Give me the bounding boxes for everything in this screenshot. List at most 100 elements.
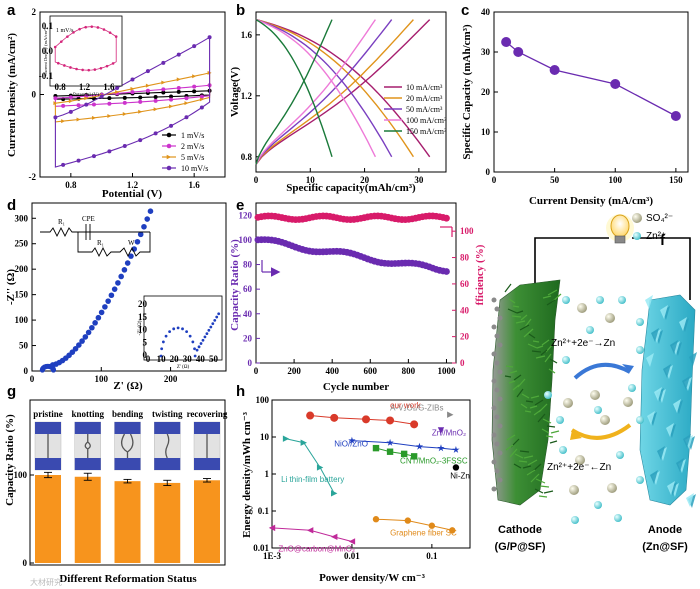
ragone-point	[415, 442, 424, 450]
cathode-fiber	[519, 450, 530, 453]
cathode-current-collector	[494, 306, 500, 312]
cv-marker	[145, 83, 150, 88]
cv-marker	[107, 149, 112, 154]
y-tick-label-right: 20	[460, 332, 470, 342]
legend-marker	[166, 154, 172, 160]
rate-point	[513, 47, 524, 57]
inset-marker	[99, 66, 103, 70]
inset-nyquist-point	[193, 347, 196, 351]
cathode-label: Cathode	[498, 524, 542, 536]
series-annotation: Graphene fiber SC	[390, 528, 457, 537]
anode-zinc-flake	[681, 318, 689, 332]
cv-marker	[184, 101, 189, 106]
cathode-fiber	[549, 440, 558, 444]
cv-marker	[176, 77, 181, 82]
cv-marker	[122, 144, 127, 149]
x-axis-title: Current Density (mA/cm³)	[529, 195, 653, 207]
cathode-fiber	[545, 435, 554, 438]
ragone-point	[386, 448, 394, 455]
cv-marker	[199, 94, 204, 99]
nyquist-point	[128, 253, 134, 259]
inset-nyquist-point	[201, 338, 205, 342]
cv-marker	[107, 114, 112, 119]
so4-ion	[563, 398, 573, 408]
ragone-point	[452, 446, 460, 453]
circuit-label-r1: R₁	[58, 218, 65, 226]
x-tick-label: 0	[492, 175, 497, 185]
inset-nyquist-point	[164, 334, 168, 338]
cv-marker	[107, 96, 112, 101]
nyquist-point	[105, 298, 111, 304]
y-tick-label-right: 0	[460, 358, 465, 368]
cathode-fiber	[526, 469, 536, 476]
x-tick-label: 30	[414, 175, 424, 185]
cv-marker	[91, 154, 96, 159]
rate-point	[610, 79, 621, 89]
inset-nyquist-point	[217, 312, 221, 316]
y-tick-label: 0	[32, 90, 37, 100]
zn-ion	[594, 406, 602, 414]
inset-y-title: -Z'' (Ω)	[138, 320, 143, 335]
inset-y-tick: 15	[138, 312, 148, 322]
cv-curve-10mVs	[54, 36, 211, 168]
y-tick-label-right: 60	[460, 279, 470, 289]
discharge-curve	[255, 18, 333, 158]
cathode-fiber	[542, 295, 552, 299]
nyquist-point	[95, 314, 102, 321]
legend-label: 1 mV/s	[181, 131, 204, 140]
cv-marker	[130, 90, 135, 95]
cathode-current-collector	[494, 414, 500, 420]
nyquist-point	[121, 267, 128, 273]
y-axis-title: Current Density (mA/cm²)	[6, 33, 18, 157]
zn-ion	[616, 451, 624, 459]
inset-marker	[60, 40, 63, 43]
inset-x-tick: 40	[196, 354, 206, 364]
cathode-fiber	[541, 428, 550, 434]
y-tick-label: 40	[481, 7, 491, 17]
y-tick-label: 0	[24, 366, 29, 376]
cv-marker	[145, 69, 150, 74]
inset-nyquist-point	[211, 322, 215, 326]
category-label: bending	[112, 409, 144, 419]
series-annotation: ZnO@carbon@MnO₂	[278, 545, 355, 554]
legend-label: 10 mA/cm³	[406, 83, 443, 92]
charge-curve	[255, 19, 376, 165]
cathode-fiber	[508, 298, 516, 304]
y-tick-label: 20	[481, 87, 491, 97]
ragone-point	[330, 533, 338, 541]
cathode-current-collector	[494, 387, 500, 393]
anode-zinc-flake	[663, 364, 671, 378]
inset-nyquist-point	[213, 318, 217, 322]
panel-label-e: e	[236, 197, 244, 214]
inset-legend: 1 mV/s	[56, 28, 74, 34]
series-annotation: our work	[390, 401, 422, 410]
y-tick-label: 1.2	[241, 91, 253, 101]
inset-nyquist-point	[209, 325, 213, 329]
series-annotation: Zn//MnO₂	[432, 428, 466, 437]
inset-nyquist-point	[159, 354, 163, 358]
y-tick-label: 2	[32, 7, 37, 17]
cathode-fiber	[528, 333, 536, 339]
legend-label: 20 mA/cm³	[406, 94, 443, 103]
zn-ion	[636, 476, 644, 484]
x-axis-title: Potential (V)	[102, 188, 163, 200]
inset-x-tick: 0.8	[54, 82, 66, 92]
photo-clamp-bottom	[114, 458, 141, 470]
x-tick-label: 800	[402, 366, 416, 376]
cv-marker	[192, 89, 197, 94]
cathode-current-collector	[491, 351, 497, 357]
cathode-fiber	[521, 393, 530, 399]
cv-marker	[138, 99, 143, 104]
cathode-fiber	[529, 405, 538, 409]
cathode-fiber	[523, 455, 534, 459]
ragone-point	[316, 464, 324, 471]
anode-zinc-flake	[666, 423, 674, 437]
y-tick-label: 150	[15, 290, 29, 300]
anode-zinc-flake	[687, 436, 695, 450]
inset-marker	[84, 25, 87, 29]
rate-line	[505, 41, 677, 117]
nyquist-point	[134, 238, 141, 245]
anode-zinc-flake	[678, 459, 686, 473]
cv-marker	[61, 162, 66, 167]
